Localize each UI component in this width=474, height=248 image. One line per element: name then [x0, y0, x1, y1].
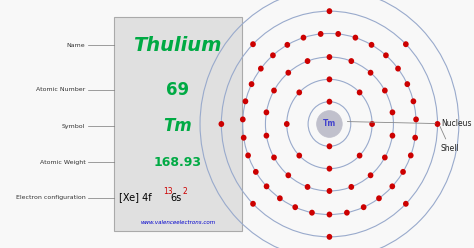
Ellipse shape: [284, 121, 290, 127]
Ellipse shape: [348, 184, 354, 190]
Ellipse shape: [270, 52, 276, 58]
Ellipse shape: [410, 98, 416, 104]
Ellipse shape: [219, 121, 224, 127]
Ellipse shape: [368, 70, 374, 76]
Ellipse shape: [253, 169, 259, 175]
Ellipse shape: [327, 212, 332, 217]
Ellipse shape: [361, 204, 366, 210]
Ellipse shape: [284, 42, 290, 48]
Ellipse shape: [264, 133, 269, 139]
Text: 6s: 6s: [171, 193, 182, 203]
Ellipse shape: [400, 169, 406, 175]
Ellipse shape: [245, 153, 251, 158]
Text: www.valenceelectrons.com: www.valenceelectrons.com: [140, 220, 215, 225]
Ellipse shape: [327, 143, 332, 149]
Ellipse shape: [383, 52, 389, 58]
Ellipse shape: [357, 153, 363, 158]
Ellipse shape: [395, 66, 401, 72]
Ellipse shape: [271, 88, 277, 93]
Text: 168.93: 168.93: [154, 156, 202, 169]
Ellipse shape: [277, 195, 283, 201]
Ellipse shape: [353, 35, 358, 41]
Ellipse shape: [285, 172, 291, 178]
Ellipse shape: [390, 133, 395, 139]
Ellipse shape: [250, 201, 256, 207]
Ellipse shape: [368, 172, 374, 178]
Text: 13: 13: [163, 187, 173, 196]
Text: Shell: Shell: [440, 126, 460, 153]
Text: Atomic Number: Atomic Number: [36, 87, 85, 92]
Ellipse shape: [412, 135, 418, 141]
Ellipse shape: [369, 42, 374, 48]
Ellipse shape: [264, 109, 269, 115]
Ellipse shape: [382, 155, 388, 160]
Ellipse shape: [403, 41, 409, 47]
Ellipse shape: [327, 234, 332, 240]
Text: Electron: Electron: [0, 247, 1, 248]
Ellipse shape: [369, 121, 375, 127]
Ellipse shape: [327, 188, 332, 194]
Ellipse shape: [292, 204, 298, 210]
Ellipse shape: [344, 210, 350, 216]
Ellipse shape: [241, 135, 246, 141]
Ellipse shape: [285, 70, 291, 76]
Text: Thulium: Thulium: [134, 35, 222, 55]
Ellipse shape: [382, 88, 388, 93]
Ellipse shape: [404, 81, 410, 87]
Ellipse shape: [408, 153, 414, 158]
Ellipse shape: [357, 90, 363, 95]
Ellipse shape: [305, 58, 310, 64]
Text: Tm: Tm: [164, 117, 192, 135]
Text: Name: Name: [67, 43, 85, 48]
Ellipse shape: [318, 31, 323, 37]
Text: Nucleus: Nucleus: [347, 120, 471, 128]
Ellipse shape: [336, 31, 341, 37]
Ellipse shape: [249, 81, 255, 87]
Ellipse shape: [327, 99, 332, 105]
Ellipse shape: [296, 90, 302, 95]
Text: [Xe] 4f: [Xe] 4f: [119, 193, 152, 203]
Ellipse shape: [301, 35, 306, 41]
Ellipse shape: [413, 117, 419, 123]
Ellipse shape: [327, 166, 332, 172]
Ellipse shape: [271, 155, 277, 160]
Text: Atomic Weight: Atomic Weight: [39, 160, 85, 165]
Text: Electron configuration: Electron configuration: [16, 195, 85, 200]
Text: Symbol: Symbol: [62, 124, 85, 129]
Ellipse shape: [403, 201, 409, 207]
Text: 2: 2: [183, 187, 188, 196]
Ellipse shape: [390, 183, 395, 189]
Ellipse shape: [327, 8, 332, 14]
Ellipse shape: [264, 183, 269, 189]
Ellipse shape: [317, 111, 342, 137]
Ellipse shape: [243, 98, 248, 104]
Text: Tm: Tm: [323, 120, 336, 128]
Ellipse shape: [296, 153, 302, 158]
Ellipse shape: [250, 41, 256, 47]
Ellipse shape: [376, 195, 382, 201]
Ellipse shape: [305, 184, 310, 190]
FancyBboxPatch shape: [114, 17, 242, 231]
Ellipse shape: [309, 210, 315, 216]
Ellipse shape: [348, 58, 354, 64]
Ellipse shape: [435, 121, 440, 127]
Ellipse shape: [240, 117, 246, 123]
Ellipse shape: [327, 76, 332, 82]
Text: 69: 69: [166, 81, 189, 99]
Ellipse shape: [327, 54, 332, 60]
Ellipse shape: [390, 109, 395, 115]
Ellipse shape: [258, 66, 264, 72]
